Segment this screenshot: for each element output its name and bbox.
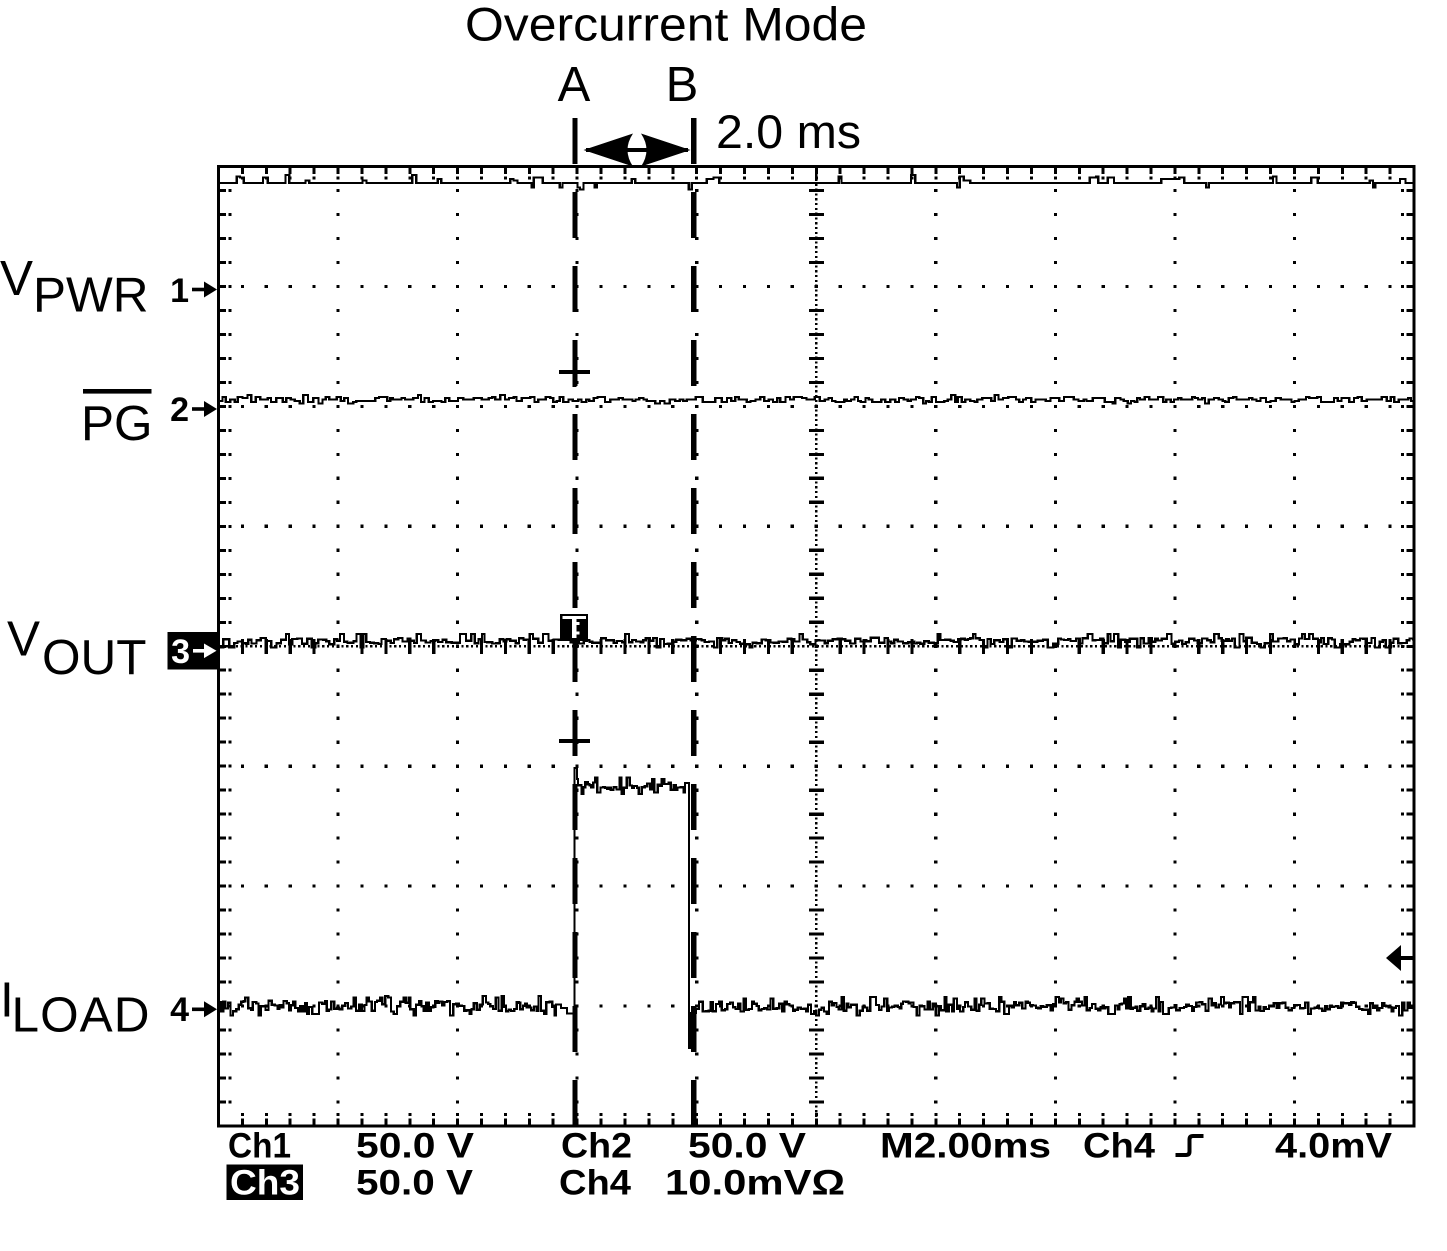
svg-text:A: A [558,58,591,112]
svg-text:3: 3 [171,633,190,671]
svg-text:PWR: PWR [33,268,148,323]
svg-text:Ch1: Ch1 [228,1127,291,1166]
svg-text:50.0 V: 50.0 V [688,1127,807,1166]
svg-text:50.0 V: 50.0 V [356,1164,474,1203]
svg-text:4.0mV: 4.0mV [1275,1127,1393,1166]
svg-text:Ch3: Ch3 [230,1164,300,1203]
svg-text:1: 1 [170,272,189,310]
svg-text:4: 4 [170,991,189,1029]
svg-text:M2.00ms: M2.00ms [880,1127,1051,1166]
svg-text:V: V [7,612,40,667]
svg-text:2.0 ms: 2.0 ms [716,105,861,158]
svg-text:Ch4: Ch4 [559,1164,632,1203]
svg-text:50.0 V: 50.0 V [356,1127,475,1166]
svg-text:Overcurrent Mode: Overcurrent Mode [465,0,867,51]
svg-text:LOAD: LOAD [12,988,150,1043]
svg-text:OUT: OUT [42,630,147,685]
svg-text:Ch4: Ch4 [1083,1127,1156,1166]
svg-text:10.0mVΩ: 10.0mVΩ [665,1164,845,1203]
svg-text:PG: PG [81,396,153,451]
svg-text:B: B [666,58,699,112]
svg-text:V: V [0,251,33,306]
svg-text:I: I [0,973,14,1028]
svg-text:2: 2 [170,391,189,429]
svg-text:Ch2: Ch2 [561,1127,632,1166]
